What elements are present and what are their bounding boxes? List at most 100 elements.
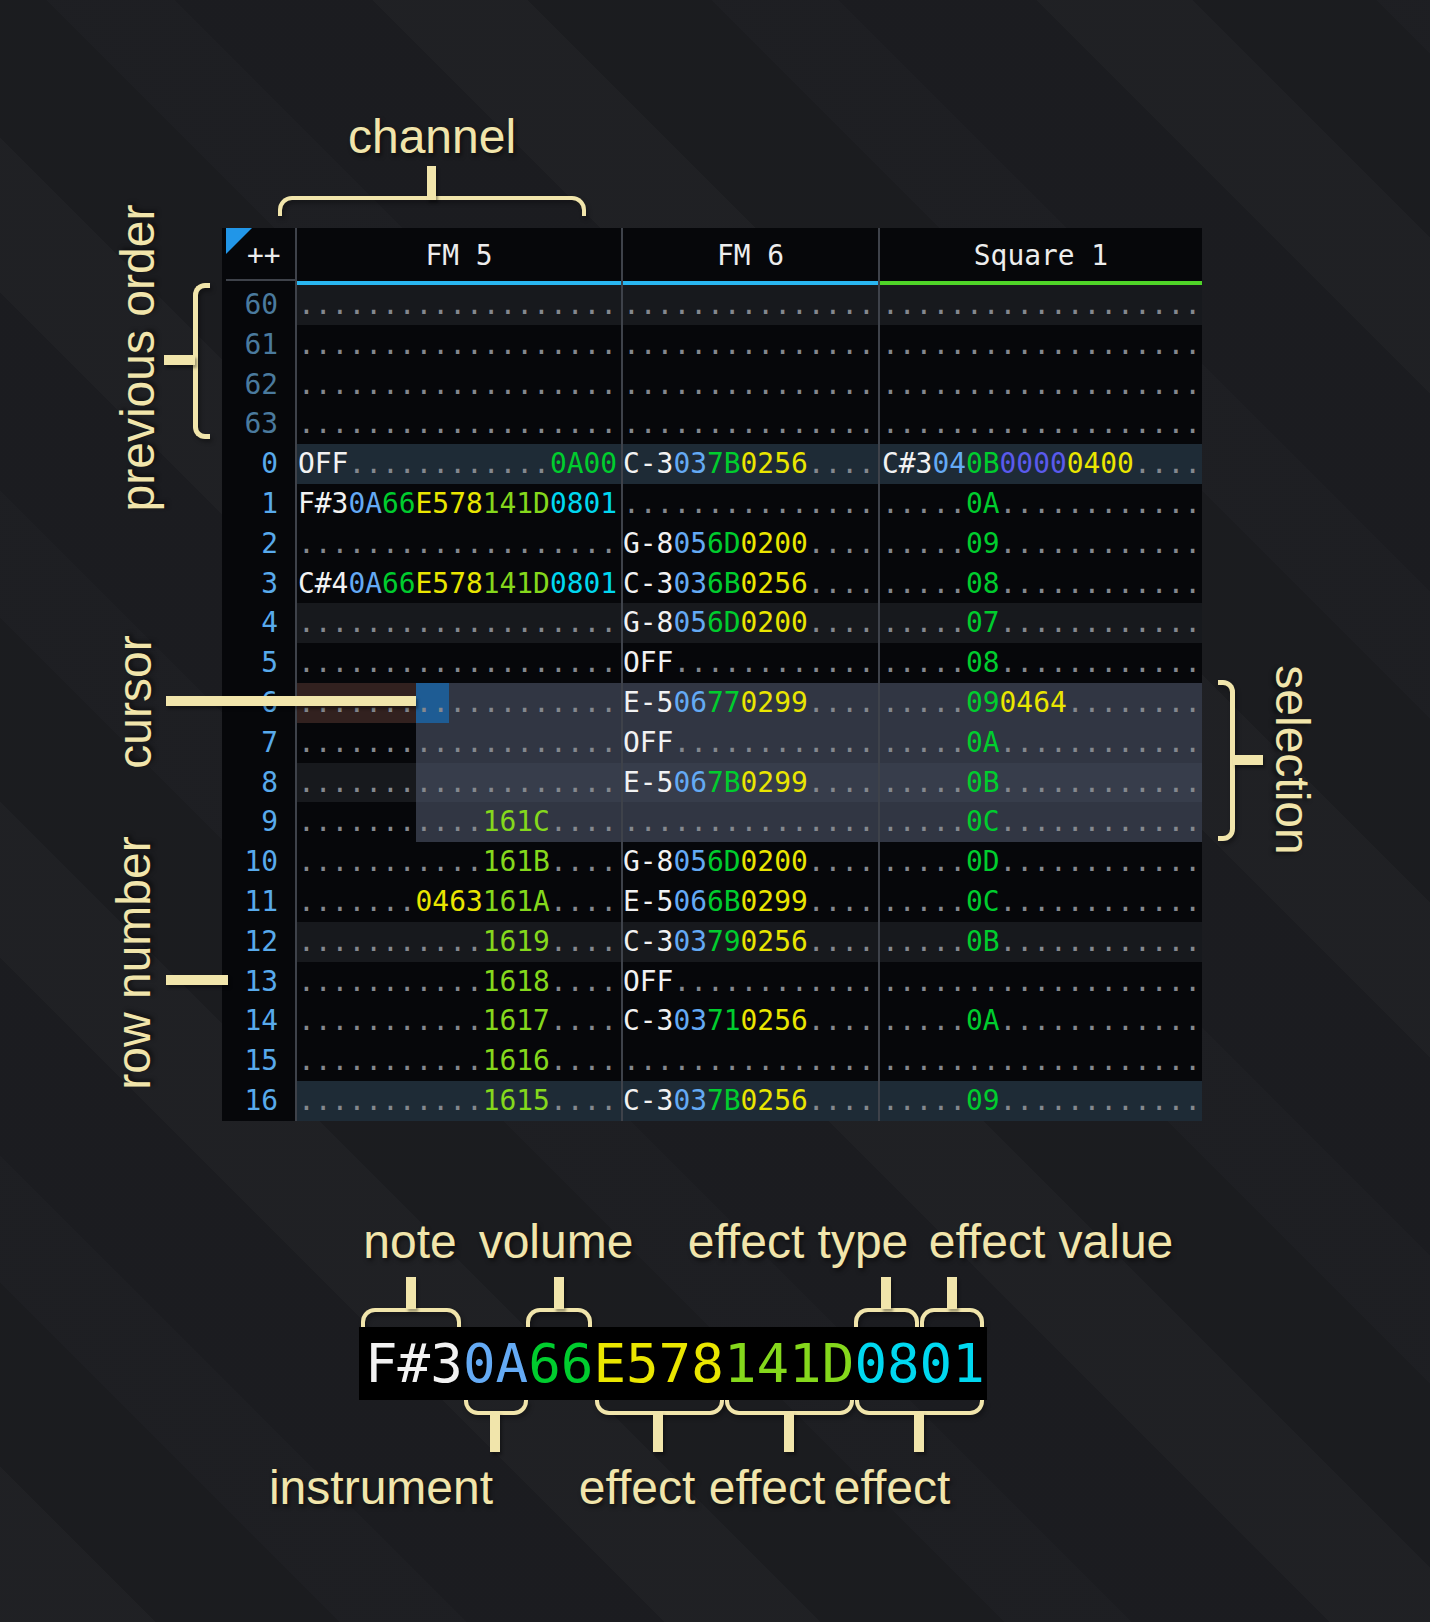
row-number-15[interactable]: 15 bbox=[222, 1041, 278, 1081]
pattern-cell-r4-ch1[interactable]: G-8056D0200.... bbox=[623, 603, 875, 643]
row-number-60[interactable]: 60 bbox=[222, 285, 278, 325]
pattern-cell-r10-ch1[interactable]: G-8056D0200.... bbox=[623, 842, 875, 882]
pattern-cell-r1-ch0[interactable]: F#30A66E578141D0801 bbox=[298, 484, 617, 524]
pattern-cell-r12-ch0[interactable]: ...........1619.... bbox=[298, 922, 617, 962]
row-number-13[interactable]: 13 bbox=[222, 962, 278, 1002]
pattern-cell-r14-ch0[interactable]: ...........1617.... bbox=[298, 1001, 617, 1041]
pattern-cell-r2-ch0[interactable]: ................... bbox=[298, 524, 617, 564]
pattern-cell-r3-ch0[interactable]: C#40A66E578141D0801 bbox=[298, 564, 617, 604]
pattern-cell-r11-ch1[interactable]: E-5066B0299.... bbox=[623, 882, 875, 922]
row-number-5[interactable]: 5 bbox=[222, 643, 278, 683]
legend-cell-text: F#30A66E578141D0801 bbox=[365, 1327, 985, 1400]
pattern-cell-r11-ch0[interactable]: .......0463161A.... bbox=[298, 882, 617, 922]
pattern-cell-r14-ch2[interactable]: .....0A............ bbox=[882, 1001, 1201, 1041]
row-number-63[interactable]: 63 bbox=[222, 404, 278, 444]
order-corner-cell[interactable]: ++ bbox=[222, 228, 295, 281]
pattern-cell-r9-ch2[interactable]: .....0C............ bbox=[882, 802, 1201, 842]
pattern-cell-r3-ch2[interactable]: .....08............ bbox=[882, 564, 1201, 604]
row-number-12[interactable]: 12 bbox=[222, 922, 278, 962]
pattern-cell-r8-ch0[interactable]: ................... bbox=[298, 763, 617, 803]
pattern-cell-r8-ch1[interactable]: E-5067B0299.... bbox=[623, 763, 875, 803]
pattern-cell-r10-ch0[interactable]: ...........161B.... bbox=[298, 842, 617, 882]
pattern-cell-r7-ch0[interactable]: ................... bbox=[298, 723, 617, 763]
pattern-cell-r63-ch0[interactable]: ................... bbox=[298, 404, 617, 444]
pattern-cell-r13-ch2[interactable]: ................... bbox=[882, 962, 1201, 1002]
row-number-0[interactable]: 0 bbox=[222, 444, 278, 484]
pattern-cell-r12-ch1[interactable]: C-303790256.... bbox=[623, 922, 875, 962]
annotation-volume-brace bbox=[526, 1308, 592, 1327]
pattern-cell-r16-ch1[interactable]: C-3037B0256.... bbox=[623, 1081, 875, 1121]
annotation-instrument-label: instrument bbox=[269, 1460, 493, 1515]
row-number-61[interactable]: 61 bbox=[222, 325, 278, 365]
pattern-cell-r1-ch1[interactable]: ............... bbox=[623, 484, 875, 524]
pattern-cell-r1-ch2[interactable]: .....0A............ bbox=[882, 484, 1201, 524]
pattern-cell-r13-ch0[interactable]: ...........1618.... bbox=[298, 962, 617, 1002]
pattern-cell-r5-ch1[interactable]: OFF............ bbox=[623, 643, 875, 683]
row-number-1[interactable]: 1 bbox=[222, 484, 278, 524]
pattern-cell-r10-ch2[interactable]: .....0D............ bbox=[882, 842, 1201, 882]
pattern-cell-r0-ch0[interactable]: OFF............0A00 bbox=[298, 444, 617, 484]
pattern-cell-r0-ch1[interactable]: C-3037B0256.... bbox=[623, 444, 875, 484]
row-number-2[interactable]: 2 bbox=[222, 524, 278, 564]
pattern-editor: ++ FM 5FM 6Square 1 60..................… bbox=[222, 228, 1202, 1121]
pattern-cell-r11-ch2[interactable]: .....0C............ bbox=[882, 882, 1201, 922]
channel-header-square-1[interactable]: Square 1 bbox=[880, 228, 1202, 281]
pattern-cell-r61-ch1[interactable]: ............... bbox=[623, 325, 875, 365]
row-number-62[interactable]: 62 bbox=[222, 365, 278, 405]
annotation-effect-type-stem bbox=[881, 1277, 891, 1309]
row-number-10[interactable]: 10 bbox=[222, 842, 278, 882]
pattern-cell-r13-ch1[interactable]: OFF............ bbox=[623, 962, 875, 1002]
pattern-cell-r9-ch0[interactable]: ...........161C.... bbox=[298, 802, 617, 842]
row-number-14[interactable]: 14 bbox=[222, 1001, 278, 1041]
pattern-cell-r4-ch0[interactable]: ................... bbox=[298, 603, 617, 643]
pattern-cell-r5-ch2[interactable]: .....08............ bbox=[882, 643, 1201, 683]
pattern-cell-r12-ch2[interactable]: .....0B............ bbox=[882, 922, 1201, 962]
pattern-cell-r62-ch2[interactable]: ................... bbox=[882, 365, 1201, 405]
row-number-7[interactable]: 7 bbox=[222, 723, 278, 763]
pattern-cell-r16-ch2[interactable]: .....09............ bbox=[882, 1081, 1201, 1121]
channel-header-fm-5[interactable]: FM 5 bbox=[297, 228, 621, 281]
pattern-cell-r2-ch2[interactable]: .....09............ bbox=[882, 524, 1201, 564]
annotation-effect-stem-3 bbox=[914, 1412, 924, 1452]
pattern-cell-r6-ch1[interactable]: E-506770299.... bbox=[623, 683, 875, 723]
pattern-cell-r60-ch0[interactable]: ................... bbox=[298, 285, 617, 325]
pattern-cell-r0-ch2[interactable]: C#3040B00000400.... bbox=[882, 444, 1201, 484]
annotation-channel-stem bbox=[427, 166, 436, 200]
pattern-cell-r6-ch2[interactable]: .....090464........ bbox=[882, 683, 1201, 723]
channel-header-fm-6[interactable]: FM 6 bbox=[623, 228, 878, 281]
annotation-note-brace bbox=[361, 1308, 461, 1327]
pattern-cell-r61-ch0[interactable]: ................... bbox=[298, 325, 617, 365]
pattern-cell-r16-ch0[interactable]: ...........1615.... bbox=[298, 1081, 617, 1121]
pattern-cell-r15-ch1[interactable]: ............... bbox=[623, 1041, 875, 1081]
annotation-row-number-label: row number bbox=[106, 836, 161, 1089]
pattern-cell-r7-ch2[interactable]: .....0A............ bbox=[882, 723, 1201, 763]
pattern-cell-r5-ch0[interactable]: ................... bbox=[298, 643, 617, 683]
pattern-cell-r60-ch1[interactable]: ............... bbox=[623, 285, 875, 325]
order-indicator: ++ bbox=[247, 228, 281, 281]
annotation-selection-label: selection bbox=[1265, 665, 1320, 854]
pattern-cell-r15-ch0[interactable]: ...........1616.... bbox=[298, 1041, 617, 1081]
row-number-4[interactable]: 4 bbox=[222, 603, 278, 643]
row-number-3[interactable]: 3 bbox=[222, 564, 278, 604]
pattern-cell-r7-ch1[interactable]: OFF............ bbox=[623, 723, 875, 763]
annotation-volume-label: volume bbox=[479, 1214, 634, 1269]
pattern-cell-r62-ch0[interactable]: ................... bbox=[298, 365, 617, 405]
pattern-cell-r62-ch1[interactable]: ............... bbox=[623, 365, 875, 405]
pattern-cell-r63-ch1[interactable]: ............... bbox=[623, 404, 875, 444]
annotation-effect-label-2: effect bbox=[709, 1460, 826, 1515]
pattern-cell-r60-ch2[interactable]: ................... bbox=[882, 285, 1201, 325]
pattern-cell-r8-ch2[interactable]: .....0B............ bbox=[882, 763, 1201, 803]
pattern-cell-r9-ch1[interactable]: ............... bbox=[623, 802, 875, 842]
pattern-cell-r15-ch2[interactable]: ................... bbox=[882, 1041, 1201, 1081]
pattern-cell-r3-ch1[interactable]: C-3036B0256.... bbox=[623, 564, 875, 604]
row-number-8[interactable]: 8 bbox=[222, 763, 278, 803]
pattern-cell-r61-ch2[interactable]: ................... bbox=[882, 325, 1201, 365]
row-number-9[interactable]: 9 bbox=[222, 802, 278, 842]
pattern-cell-r2-ch1[interactable]: G-8056D0200.... bbox=[623, 524, 875, 564]
pattern-cell-r14-ch1[interactable]: C-303710256.... bbox=[623, 1001, 875, 1041]
pattern-cell-r63-ch2[interactable]: ................... bbox=[882, 404, 1201, 444]
annotation-selection-stem bbox=[1233, 755, 1263, 765]
pattern-cell-r4-ch2[interactable]: .....07............ bbox=[882, 603, 1201, 643]
row-number-11[interactable]: 11 bbox=[222, 882, 278, 922]
row-number-16[interactable]: 16 bbox=[222, 1081, 278, 1121]
